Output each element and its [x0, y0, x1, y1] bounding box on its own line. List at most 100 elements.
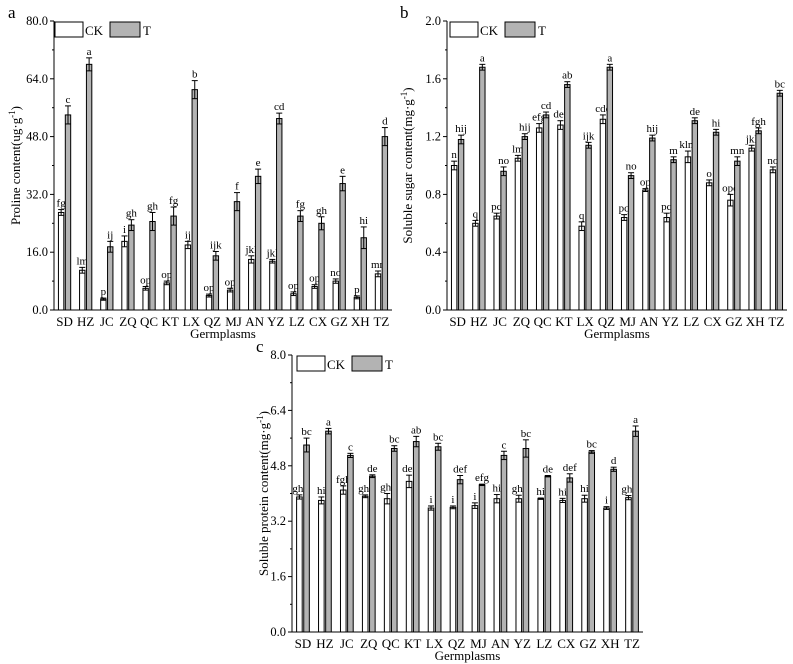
x-tick-label: GZ [725, 314, 742, 329]
x-tick-label: LX [576, 314, 594, 329]
bar-t-hz [325, 430, 332, 633]
bar-ck-jc [339, 489, 347, 633]
x-tick-label: JC [493, 314, 507, 329]
y-axis-label-sup: -1 [399, 92, 409, 100]
bar-t-gz [588, 451, 596, 633]
bar-ck-jc [100, 298, 107, 311]
bar-ck-zq [514, 157, 522, 311]
x-tick-label: XH [351, 314, 370, 329]
significance-label: bc [587, 439, 598, 451]
bar-t-zq [521, 136, 529, 311]
bar-ck-yz [269, 260, 276, 311]
y-axis-label-sup: -1 [7, 110, 17, 118]
x-tick-label: KT [162, 314, 179, 329]
legend-label-t: T [143, 23, 151, 38]
significance-label: bc [301, 426, 312, 438]
bar-ck-lz [684, 156, 692, 311]
significance-label: f [235, 181, 239, 193]
x-tick-label: QC [382, 636, 400, 651]
legend-swatch-ck [54, 21, 84, 38]
legend-swatch-ck [296, 355, 326, 372]
x-tick-label: XH [746, 314, 765, 329]
bar-t-lz [544, 475, 552, 633]
bar-t-yz [276, 118, 283, 311]
significance-label: i [473, 491, 476, 503]
bar-t-cx [566, 477, 574, 633]
significance-label: ghi [380, 482, 394, 494]
significance-label: c [348, 441, 353, 453]
bar-t-tz [381, 136, 389, 311]
bar-t-cx [712, 131, 720, 311]
significance-label: hij [519, 122, 531, 134]
bar-ck-cx [705, 182, 713, 311]
significance-label: de [543, 463, 554, 475]
significance-label: gh [126, 208, 138, 220]
significance-label: c [502, 439, 507, 451]
significance-label: gh [147, 200, 159, 212]
significance-label: p [101, 286, 107, 298]
bar-t-qz [606, 66, 614, 311]
x-tick-label: CX [704, 314, 723, 329]
bar-t-yz [670, 159, 677, 311]
bar-t-hz [479, 66, 486, 311]
x-tick-label: MJ [619, 314, 636, 329]
bar-t-an [500, 454, 508, 633]
significance-label: bc [433, 431, 444, 443]
significance-label: q [579, 210, 585, 222]
x-tick-label: LZ [289, 314, 305, 329]
significance-label: jkl [244, 244, 257, 256]
chart-panel-b: b 0.0 0.4 0.8 1.2 1.6 2.0 Soluble sugar content… [399, 3, 787, 341]
x-tick-label: XH [601, 636, 620, 651]
y-tick-label: 1.6 [425, 72, 441, 86]
bar-ck-lz [290, 293, 297, 311]
x-tick-label: MJ [470, 636, 487, 651]
bar-ck-an [493, 498, 501, 633]
significance-label: no [330, 267, 342, 279]
x-tick-label: ZQ [360, 636, 378, 651]
x-tick-label: TZ [768, 314, 784, 329]
x-tick-label: QZ [204, 314, 221, 329]
y-axis-label-main: Soluble sugar content(mg·g [400, 99, 415, 244]
bar-t-sd [303, 444, 310, 633]
bar-t-qz [212, 255, 220, 311]
y-tick-label: 8.0 [270, 348, 286, 362]
significance-label: mn [730, 145, 745, 157]
x-tick-label: GZ [579, 636, 596, 651]
significance-label: a [87, 46, 92, 58]
bar-ck-gz [581, 498, 588, 633]
significance-label: pq [661, 201, 673, 213]
bar-t-qc [149, 220, 156, 311]
x-tick-label: QZ [448, 636, 465, 651]
y-tick-label: 0.4 [425, 245, 441, 259]
significance-label: op [309, 273, 321, 285]
y-tick-label: 4.8 [270, 459, 286, 473]
significance-label: i [451, 494, 454, 506]
significance-label: d [611, 455, 617, 467]
significance-label: op [140, 275, 152, 287]
legend-swatch-ck [449, 21, 479, 38]
significance-label: ab [562, 70, 573, 82]
x-tick-label: SD [56, 314, 73, 329]
bar-t-kt [412, 441, 420, 633]
significance-label: ijk [210, 239, 222, 251]
bar-ck-qc [142, 287, 149, 311]
bar-t-lx [585, 144, 592, 311]
bar-ck-jc [493, 215, 500, 311]
legend: CK T [54, 21, 151, 38]
significance-label: hij [455, 123, 467, 135]
x-tick-label: SD [295, 636, 312, 651]
bar-ck-lz [537, 498, 545, 633]
bar-ck-xh [748, 147, 755, 311]
x-tick-label: GZ [331, 314, 348, 329]
significance-label: e [256, 157, 261, 169]
x-tick-label: TZ [624, 636, 640, 651]
bar-t-an [254, 175, 262, 311]
x-tick-label: ZQ [513, 314, 531, 329]
y-tick-label: 48.0 [26, 130, 48, 144]
significance-label: de [690, 106, 701, 118]
significance-label: bc [389, 434, 400, 446]
significance-label: ghi [512, 483, 526, 495]
x-tick-label: KT [555, 314, 572, 329]
bar-t-lx [191, 89, 198, 311]
